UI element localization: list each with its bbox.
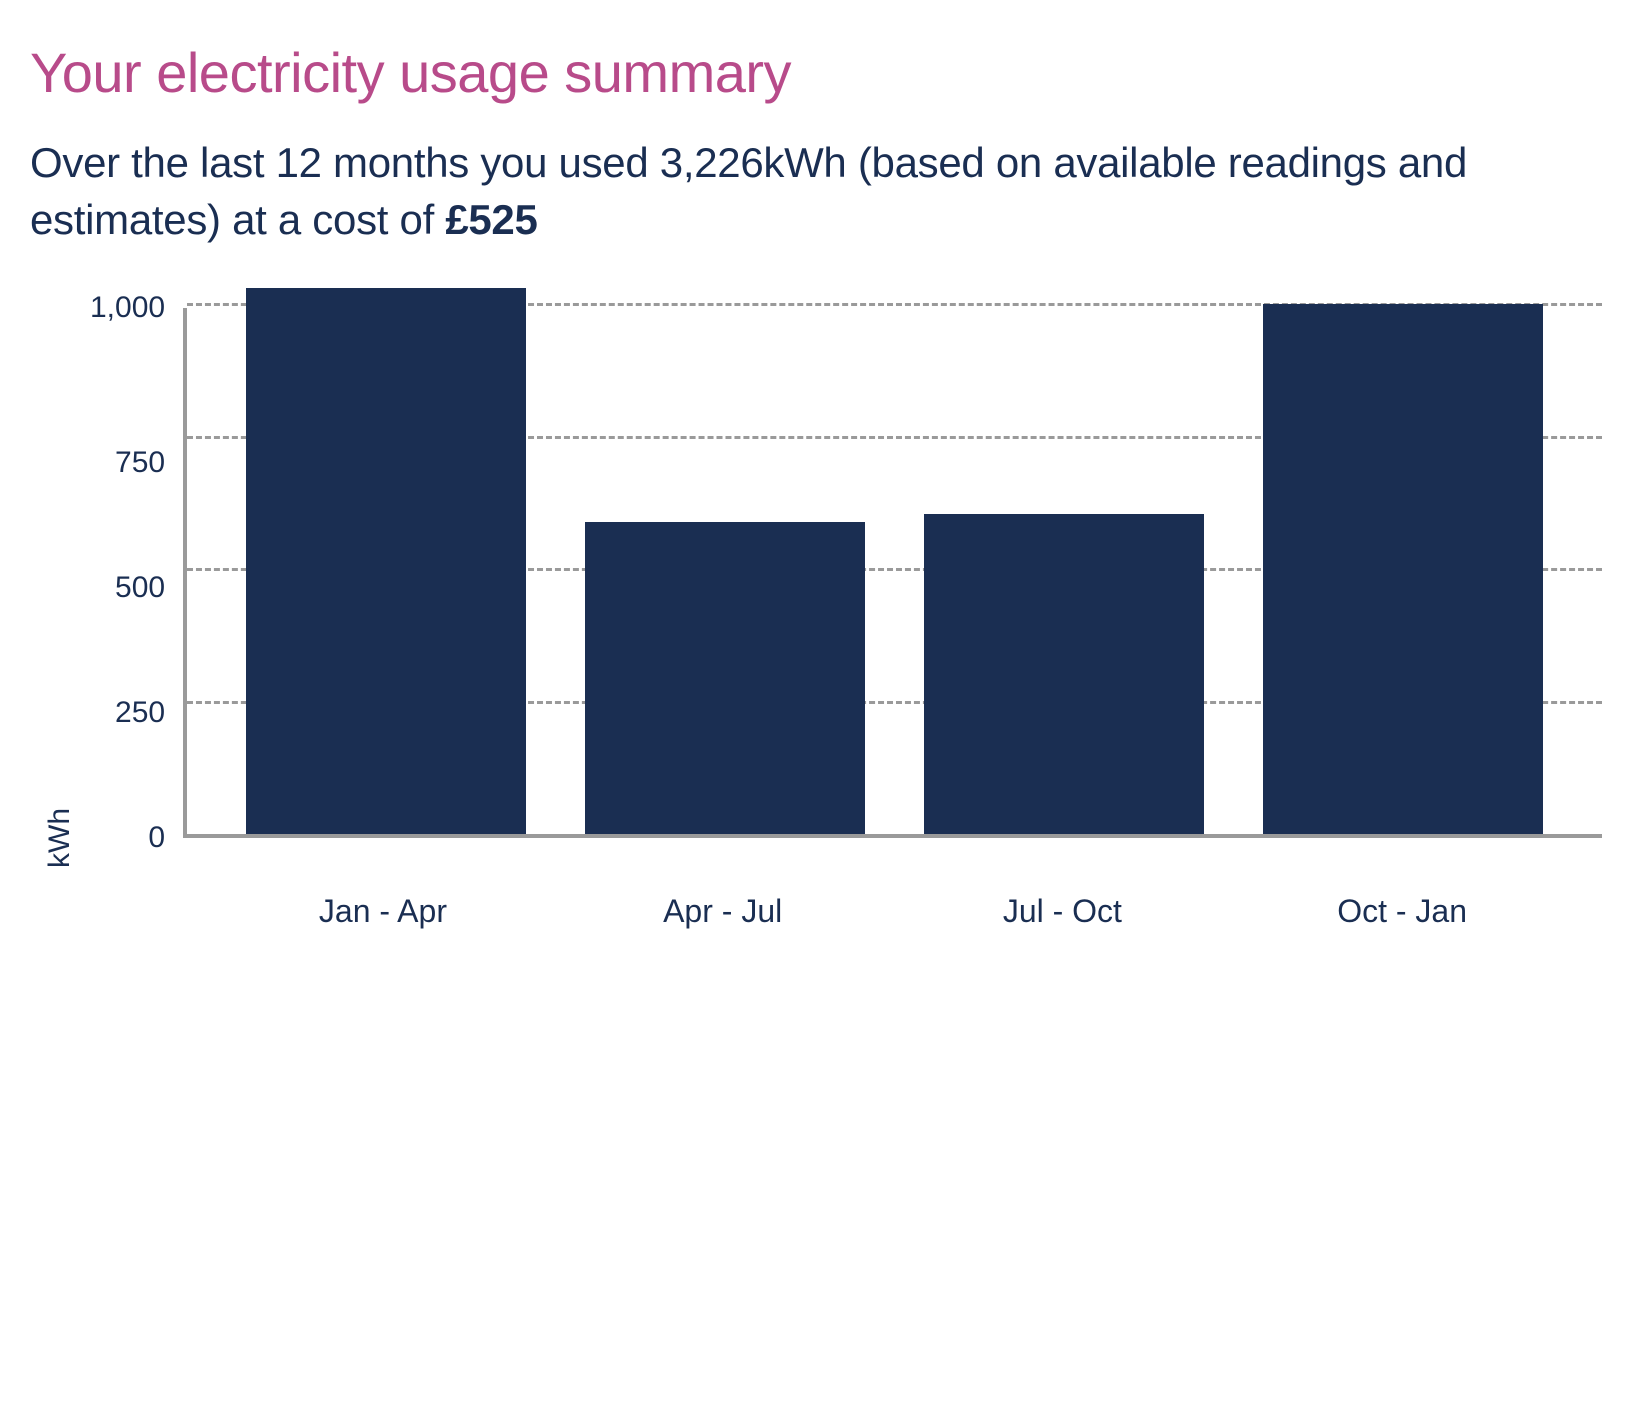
bar: [246, 288, 526, 834]
plot-area: [183, 308, 1602, 838]
x-tick-label: Oct - Jan: [1262, 893, 1542, 1368]
y-tick: 250: [115, 698, 165, 728]
y-tick: 1,000: [90, 293, 165, 323]
bars-container: [187, 308, 1602, 834]
y-tick: 0: [148, 823, 165, 853]
y-axis-ticks: 1,000 750 500 250 0: [90, 308, 183, 838]
y-tick: 750: [115, 448, 165, 478]
bar: [924, 514, 1204, 835]
summary-cost: £525: [445, 196, 537, 243]
x-tick-label: Jul - Oct: [922, 893, 1202, 1368]
y-axis-label: kWh: [43, 808, 77, 868]
summary-text: Over the last 12 months you used 3,226kW…: [30, 135, 1602, 248]
x-axis-labels: Jan - AprApr - JulJul - OctOct - Jan: [183, 838, 1602, 1368]
x-tick-label: Apr - Jul: [583, 893, 863, 1368]
page-title: Your electricity usage summary: [30, 40, 1602, 105]
bar: [1263, 304, 1543, 834]
y-tick: 500: [115, 573, 165, 603]
x-tick-label: Jan - Apr: [243, 893, 523, 1368]
bar: [585, 522, 865, 835]
summary-text-main: Over the last 12 months you used 3,226kW…: [30, 139, 1467, 243]
usage-chart: kWh 1,000 750 500 250 0 1,000 Jan - AprA…: [30, 308, 1602, 1368]
